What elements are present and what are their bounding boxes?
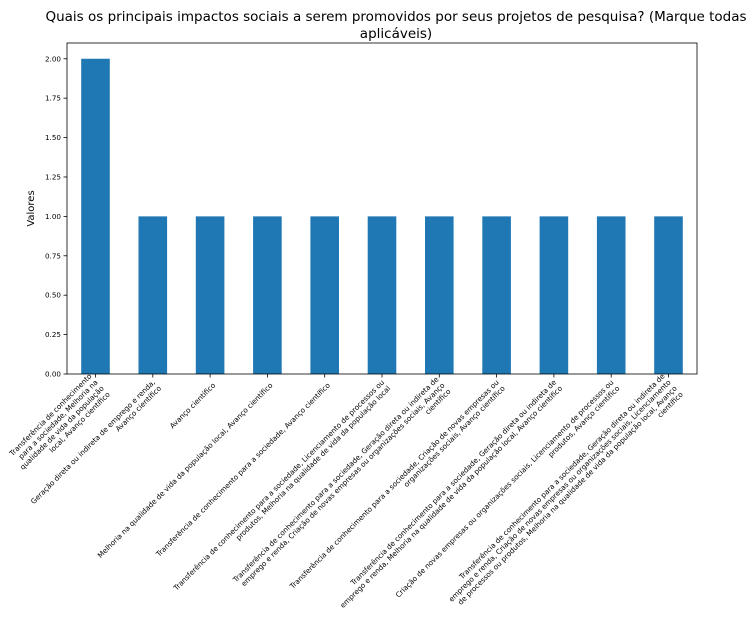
- y-tick-label: 1.25: [45, 172, 61, 181]
- y-tick-label: 1.50: [45, 133, 61, 142]
- bar-0: [81, 58, 110, 375]
- x-tick-label: Transferência de conhecimento para a soc…: [230, 374, 453, 597]
- y-tick-label: 0.00: [45, 370, 61, 379]
- bars-group: [81, 58, 683, 375]
- y-tick-label: 2.00: [45, 54, 61, 63]
- bar-5: [367, 216, 397, 374]
- bar-2: [195, 216, 225, 374]
- plot-frame: [66, 42, 698, 375]
- x-tick-label: Transferência de conhecimentopara a soci…: [6, 372, 112, 478]
- bar-6: [425, 216, 454, 374]
- x-axis: Transferência de conhecimentopara a soci…: [6, 371, 685, 609]
- bar-7: [482, 216, 511, 374]
- y-axis: 0.00 0.25 0.50 0.75 1.00 1.25 1.50 1.75 2.00: [45, 54, 67, 379]
- y-tick-label: 1.75: [45, 94, 61, 103]
- bar-3: [253, 216, 282, 374]
- bar-8: [539, 216, 569, 374]
- y-tick-label: 1.00: [45, 212, 61, 221]
- x-tick-label: Avanço científico: [168, 381, 217, 430]
- y-tick-label: 0.75: [45, 251, 61, 260]
- y-axis-label: Valores: [26, 190, 37, 226]
- y-tick-label: 0.25: [45, 330, 61, 339]
- bar-1: [138, 216, 168, 374]
- bar-9: [596, 216, 626, 374]
- y-tick-label: 0.50: [45, 291, 61, 300]
- bar-4: [310, 216, 339, 374]
- x-tick-label: Transferência de conhecimento para a soc…: [171, 378, 392, 599]
- chart-title-line-1: Quais os principais impactos sociais a s…: [45, 9, 746, 25]
- bar-10: [654, 216, 683, 374]
- chart-title-line-2: aplicáveis): [360, 26, 432, 42]
